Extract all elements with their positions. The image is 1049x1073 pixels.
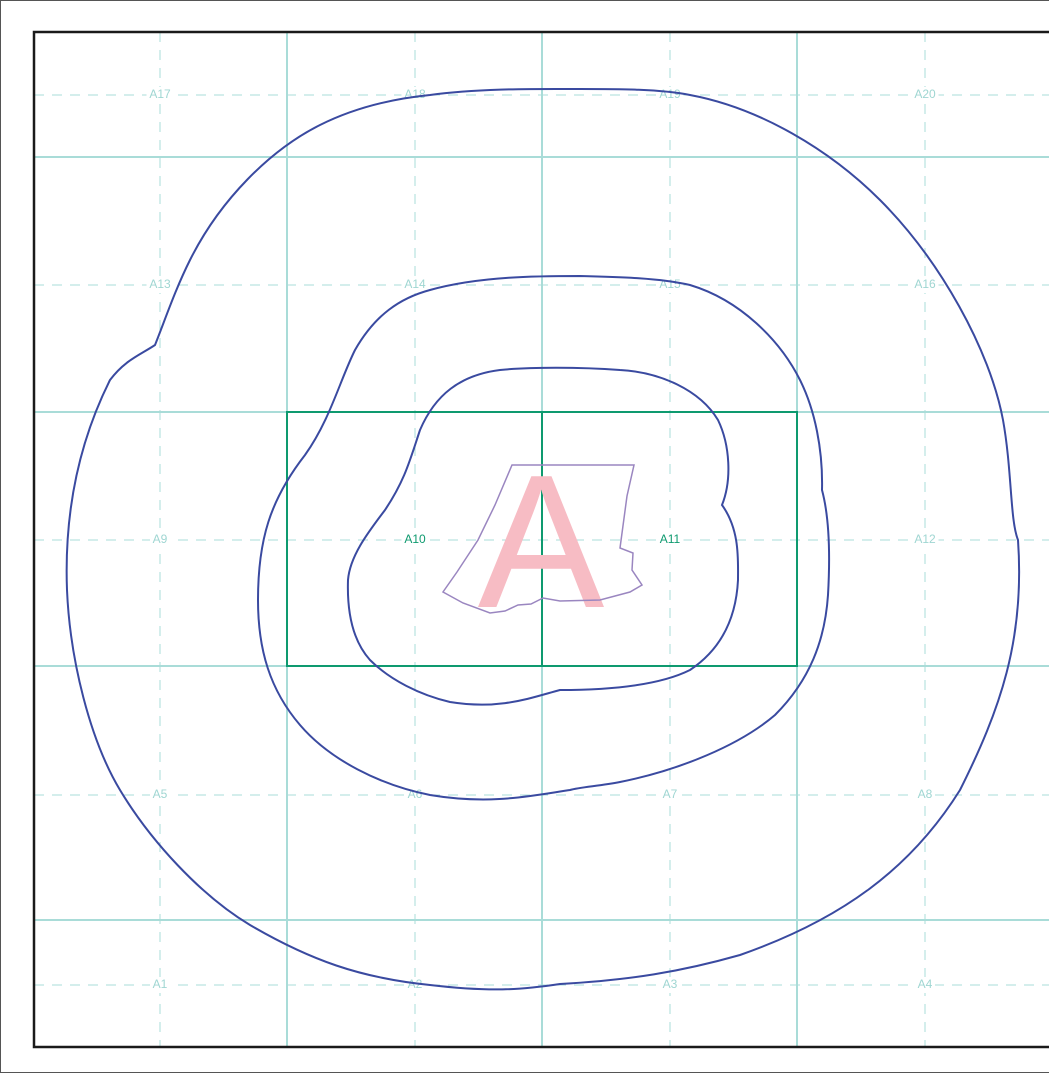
grid-label-a18: A18 xyxy=(404,87,426,101)
grid-label-background xyxy=(401,277,429,293)
grid-label-background xyxy=(405,977,425,993)
contour-outer xyxy=(65,87,1021,991)
grid-label-background xyxy=(401,87,429,103)
grid-label-a14: A14 xyxy=(404,277,426,291)
site-marker-letter: A xyxy=(478,436,605,648)
grid-label-a11: A11 xyxy=(660,532,681,546)
grid-label-a19: A19 xyxy=(659,87,681,101)
contours xyxy=(65,87,1021,991)
grid-label-background xyxy=(150,787,170,803)
grid-label-background xyxy=(146,277,174,293)
grid-label-a10: A10 xyxy=(404,532,426,546)
grid-label-a9: A9 xyxy=(153,532,168,546)
grid-label-background xyxy=(150,977,170,993)
grid-label-background xyxy=(660,787,680,803)
grid-label-a4: A4 xyxy=(918,977,933,991)
contour-inner xyxy=(346,366,740,706)
grid-label-background xyxy=(911,277,939,293)
grid-label-a17: A17 xyxy=(149,87,171,101)
site-outline xyxy=(441,464,644,614)
grid-label-a1: A1 xyxy=(153,977,168,991)
grid-label-a3: A3 xyxy=(663,977,678,991)
grid-label-background xyxy=(401,532,429,548)
grid-label-a20: A20 xyxy=(914,87,936,101)
grid-label-a12: A12 xyxy=(914,532,936,546)
grid-label-a5: A5 xyxy=(153,787,168,801)
grid-label-a8: A8 xyxy=(918,787,933,801)
contour-middle xyxy=(256,274,831,801)
highlighted-cells xyxy=(286,411,798,667)
highlight-cell-a11 xyxy=(541,411,798,667)
grid-label-background xyxy=(150,532,170,548)
grid-label-background xyxy=(146,87,174,103)
grid-label-a7: A7 xyxy=(663,787,678,801)
grid-label-background xyxy=(656,532,684,548)
grid-label-a15: A15 xyxy=(659,277,681,291)
grid-label-background xyxy=(915,787,935,803)
grid-label-a16: A16 xyxy=(914,277,936,291)
grid-label-a13: A13 xyxy=(149,277,171,291)
grid-label-background xyxy=(915,977,935,993)
map-border xyxy=(32,30,1049,1049)
grid-label-background xyxy=(660,977,680,993)
grid-label-background xyxy=(911,532,939,548)
grid-label-background xyxy=(911,87,939,103)
